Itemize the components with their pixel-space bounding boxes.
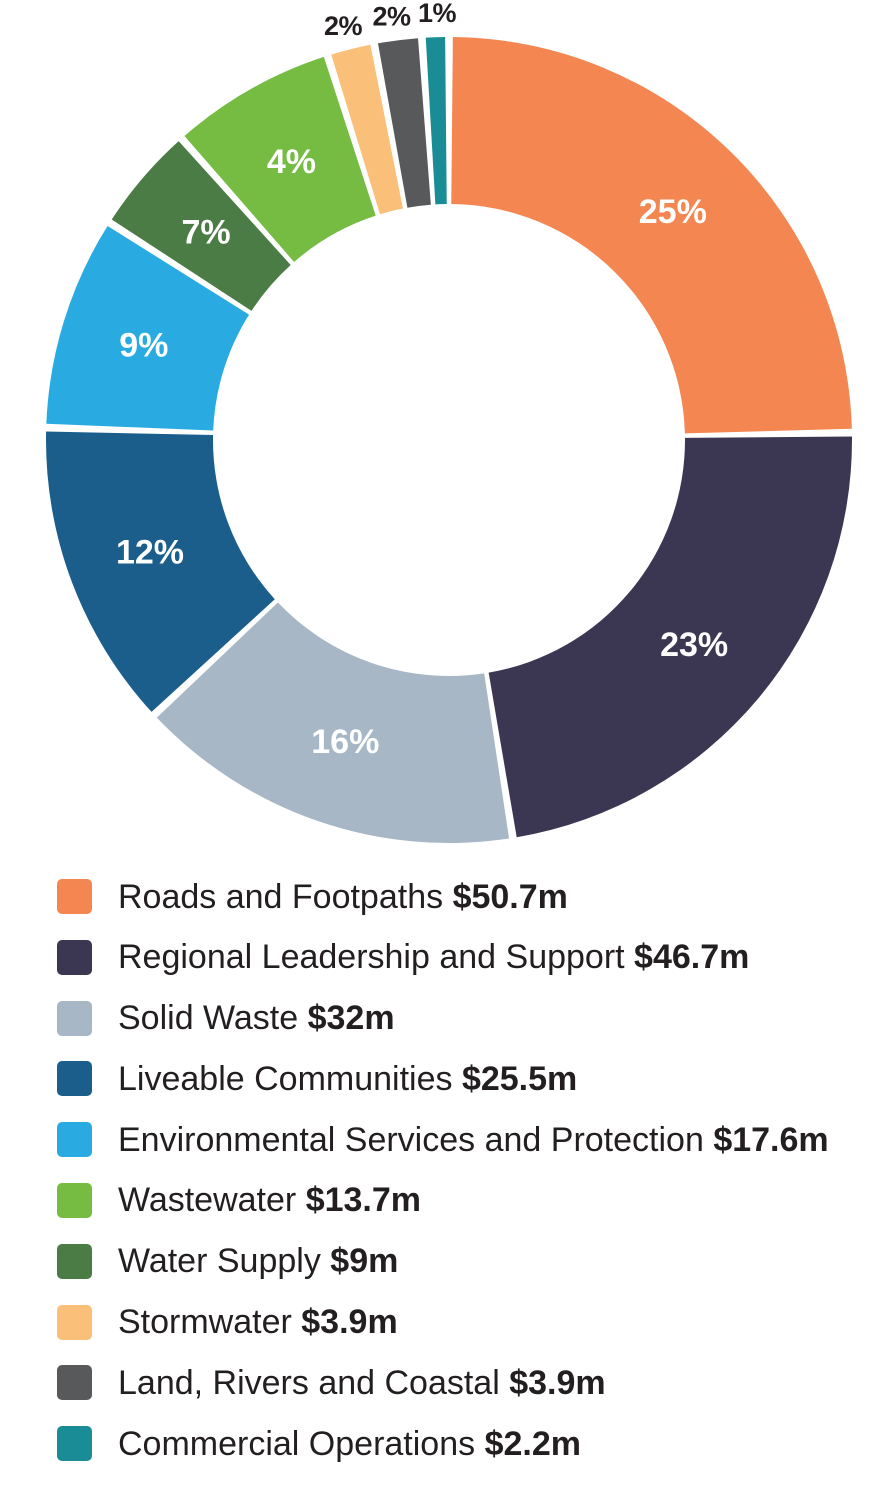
svg-text:12%: 12% bbox=[116, 534, 184, 572]
svg-text:2%: 2% bbox=[324, 11, 363, 41]
svg-text:16%: 16% bbox=[311, 723, 379, 761]
svg-text:9%: 9% bbox=[119, 327, 168, 365]
svg-text:23%: 23% bbox=[660, 626, 728, 664]
svg-text:7%: 7% bbox=[182, 213, 231, 251]
svg-text:2%: 2% bbox=[372, 1, 411, 31]
svg-text:1%: 1% bbox=[418, 0, 457, 28]
svg-text:25%: 25% bbox=[639, 193, 707, 231]
svg-text:4%: 4% bbox=[267, 143, 316, 181]
